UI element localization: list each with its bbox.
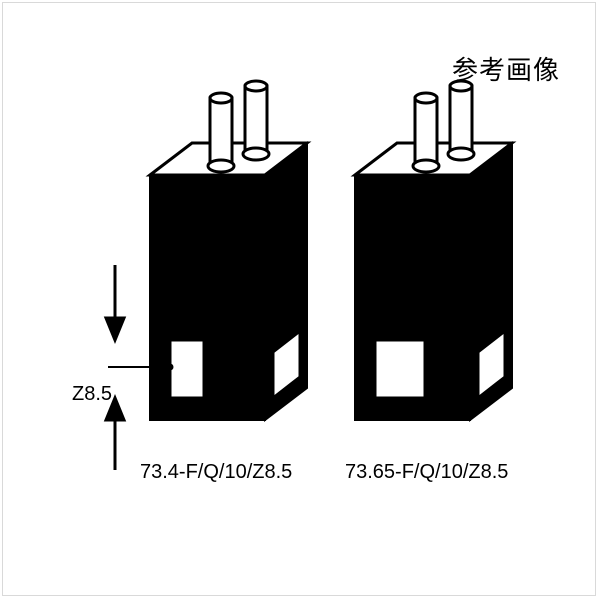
cuvette-left [150, 81, 307, 420]
cuvette-right [355, 81, 512, 420]
part-label-left: 73.4-F/Q/10/Z8.5 [140, 461, 292, 483]
cuvette-left-front-window [170, 340, 204, 398]
cuvette-right-tube-front [413, 93, 439, 172]
dimension-z-label: Z8.5 [72, 383, 112, 405]
cuvette-left-tube-front [208, 93, 234, 172]
cuvette-left-tube-back [243, 81, 269, 160]
cuvette-right-tube-back [448, 81, 474, 160]
cuvette-right-front-window [375, 340, 425, 398]
diagram-canvas: Z8.5 73.4-F/Q/10/Z8.5 73.65-F/Q/10/Z8.5 [0, 0, 600, 600]
part-label-right: 73.65-F/Q/10/Z8.5 [345, 461, 508, 483]
